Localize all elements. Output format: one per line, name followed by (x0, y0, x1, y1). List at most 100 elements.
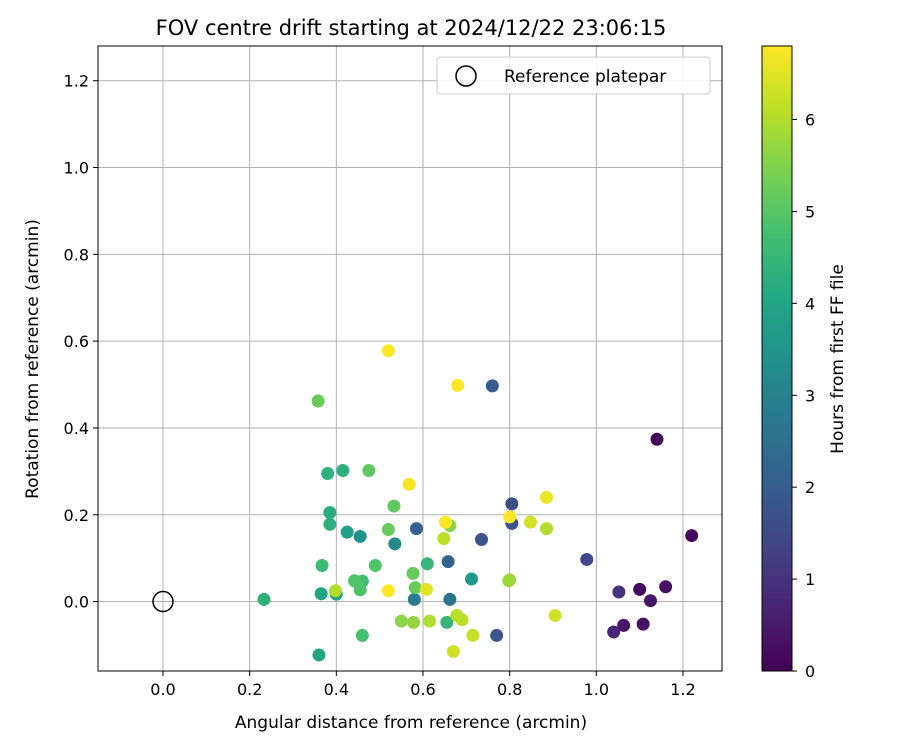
data-point (410, 522, 423, 536)
data-point (503, 510, 517, 524)
colorbar: 0 1 2 3 4 5 6 Hours from first FF file (761, 45, 848, 681)
y-tick-label: 0.2 (64, 506, 89, 525)
data-point (353, 529, 367, 543)
plot-frame (97, 45, 723, 672)
x-axis-label: Angular distance from reference (arcmin) (235, 713, 587, 733)
colorbar-tick-label: 1 (805, 570, 815, 589)
colorbar-tick-label: 0 (805, 662, 815, 681)
colorbar-gradient (761, 45, 793, 672)
data-point (443, 592, 457, 606)
data-point (257, 592, 271, 606)
data-point (381, 344, 395, 358)
y-tick-label: 0.8 (64, 245, 89, 264)
data-point (336, 463, 350, 477)
data-point (355, 628, 369, 642)
colorbar-tick-label: 6 (805, 111, 815, 130)
colorbar-tick-label: 5 (805, 202, 815, 221)
data-point (505, 497, 519, 511)
data-point (311, 394, 325, 408)
data-point (340, 525, 354, 539)
data-point (580, 552, 594, 566)
data-point (617, 618, 631, 632)
legend-box (436, 56, 711, 95)
data-point (446, 644, 460, 658)
data-point (523, 515, 537, 529)
data-point (368, 559, 382, 573)
x-tick-label: 0.0 (150, 680, 175, 699)
y-tick-label: 0.0 (64, 593, 89, 612)
data-point (420, 557, 434, 571)
data-point (636, 617, 650, 631)
data-point (439, 515, 453, 529)
data-point (659, 580, 673, 594)
colorbar-ticks: 0 1 2 3 4 5 6 (792, 111, 815, 681)
data-point (490, 628, 504, 642)
x-tick-label: 1.2 (670, 680, 695, 699)
data-point (315, 559, 329, 573)
data-point (437, 532, 451, 546)
data-point (455, 613, 469, 627)
legend-marker-reference (455, 65, 477, 87)
colorbar-tick-label: 4 (805, 294, 815, 313)
data-point (312, 648, 326, 662)
x-tick-label: 0.6 (410, 680, 435, 699)
scatter-points (152, 344, 699, 662)
data-point (540, 522, 553, 536)
colorbar-tick-label: 3 (805, 386, 815, 405)
data-point (485, 379, 499, 393)
y-tick-label: 0.6 (64, 332, 89, 351)
data-point (362, 463, 376, 477)
y-axis-label: Rotation from reference (arcmin) (23, 219, 43, 499)
data-point (685, 529, 699, 543)
data-point (314, 587, 328, 601)
data-point (381, 523, 395, 537)
data-point (423, 614, 436, 628)
data-point (441, 555, 455, 569)
y-tick-label: 0.4 (64, 419, 89, 438)
data-point (451, 378, 465, 392)
colorbar-label: Hours from first FF file (828, 264, 848, 454)
data-point (321, 467, 335, 481)
data-point (540, 490, 553, 504)
data-point (402, 477, 416, 491)
x-tick-label: 0.8 (497, 680, 522, 699)
data-point (353, 583, 367, 597)
data-point (381, 584, 395, 598)
data-point (633, 582, 647, 596)
legend: Reference platepar (436, 56, 711, 95)
data-point (440, 615, 454, 629)
data-point (475, 532, 488, 546)
data-point (323, 517, 337, 531)
y-tick-label: 1.0 (64, 159, 89, 178)
data-point (328, 584, 342, 598)
legend-label-reference: Reference platepar (504, 67, 666, 87)
data-point (466, 628, 480, 642)
plot-area: 0.0 0.2 0.4 0.6 0.8 1.0 1.2 0.0 0.2 0.4 0.6 0.8 1.0… (64, 45, 723, 699)
y-axis: 0.0 0.2 0.4 0.6 0.8 1.0 1.2 (64, 72, 98, 612)
reference-platepar-marker (152, 590, 174, 613)
chart-title: FOV centre drift starting at 2024/12/22 … (156, 16, 667, 40)
data-point (388, 537, 402, 551)
data-point (465, 572, 479, 586)
data-point (644, 594, 657, 608)
data-point (406, 615, 420, 629)
data-point (650, 432, 664, 446)
data-point (607, 625, 621, 639)
x-tick-label: 0.4 (324, 680, 349, 699)
x-tick-label: 0.2 (237, 680, 262, 699)
data-point (419, 582, 433, 596)
y-tick-label: 1.2 (64, 72, 89, 91)
data-point (548, 608, 562, 622)
data-point (387, 499, 401, 513)
colorbar-tick-label: 2 (805, 478, 815, 497)
data-point (407, 592, 421, 606)
data-point (394, 614, 408, 628)
data-point (502, 574, 516, 588)
data-point (612, 585, 626, 599)
x-tick-label: 1.0 (584, 680, 609, 699)
x-axis: 0.0 0.2 0.4 0.6 0.8 1.0 1.2 (150, 671, 696, 699)
data-point (406, 566, 420, 580)
data-point (408, 581, 422, 595)
data-point (323, 506, 337, 520)
